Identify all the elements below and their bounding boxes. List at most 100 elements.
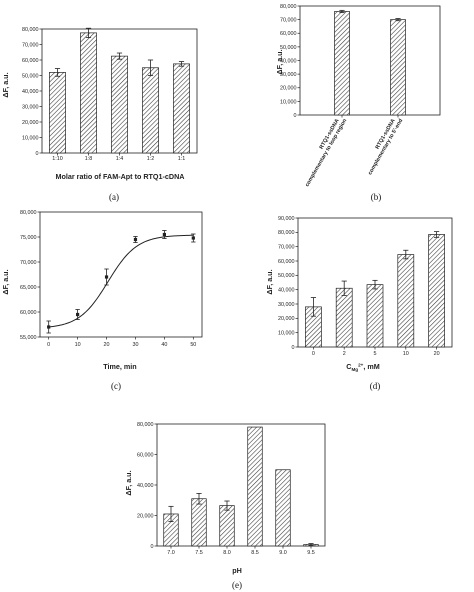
bar-7.5 — [191, 498, 207, 547]
chart-c-x-axis-label: Time, min — [103, 362, 136, 371]
chart-d-x-axis-label-prefix: C — [346, 362, 351, 371]
bar-20 — [428, 234, 445, 348]
x-tick-label: 50 — [190, 342, 196, 348]
bar-1:1 — [173, 63, 190, 154]
chart-d: ΔF, a.u. CMg2+, mM (d) 0 10,000 20,000 30,0… — [265, 216, 453, 391]
y-tick-label: 60,000 — [278, 259, 295, 265]
data-point — [162, 232, 166, 237]
y-tick-label: 30,000 — [22, 104, 39, 110]
data-point — [76, 312, 80, 317]
y-tick-label: 90,000 — [278, 216, 295, 222]
x-tick-label: 7.0 — [167, 550, 175, 556]
x-tick-label: 0 — [312, 351, 315, 357]
x-tick-label: 7.5 — [195, 550, 203, 556]
chart-a-x-axis-label: Molar ratio of FAM-Apt to RTQ1-cDNA — [56, 172, 185, 181]
chart-d-x-axis-label-sup: 2+ — [358, 363, 364, 368]
x-tick-label: 2 — [343, 351, 346, 357]
chart-a-y-axis-label: ΔF, a.u. — [1, 72, 10, 97]
y-tick-label: 0 — [36, 151, 39, 157]
bar-RTQ1-ssDNA complementary to loop region — [334, 11, 350, 116]
y-tick-label: 65,000 — [20, 285, 37, 291]
x-tick-label: 1:4 — [116, 156, 124, 162]
y-tick-label: 70,000 — [20, 260, 37, 266]
y-tick-label: 60,000 — [137, 452, 154, 458]
chart-e-x-axis-label: pH — [232, 566, 242, 575]
bar-1:8 — [80, 32, 97, 154]
y-tick-label: 0 — [151, 544, 154, 550]
y-tick-label: 40,000 — [280, 58, 297, 64]
x-tick-label: 30 — [132, 342, 138, 348]
y-tick-label: 55,000 — [20, 335, 37, 341]
bar-9.0 — [275, 469, 291, 547]
chart-d-y-axis-label: ΔF, a.u. — [265, 269, 274, 294]
y-tick-label: 20,000 — [137, 513, 154, 519]
bar-5 — [366, 284, 384, 348]
chart-c: ΔF, a.u. Time, min (c) 55,000 60,000 65,00… — [1, 210, 203, 391]
chart-2-plot-frame — [39, 211, 203, 338]
y-tick-label: 10,000 — [280, 99, 297, 105]
bar-8.5 — [247, 426, 263, 547]
y-tick-label: 80,000 — [20, 210, 37, 216]
x-tick-label: 20 — [104, 342, 110, 348]
y-tick-label: 60,000 — [280, 31, 297, 37]
chart-e: ΔF, a.u. pH (e) 0 20,000 40,000 60,000 80,00… — [124, 422, 326, 590]
y-tick-label: 80,000 — [278, 230, 295, 236]
y-tick-label: 20,000 — [280, 86, 297, 92]
y-tick-label: 75,000 — [20, 235, 37, 241]
bar-1:2 — [142, 67, 159, 154]
chart-d-x-axis-label-suffix: , mM — [363, 362, 379, 371]
x-tick-label: 8.0 — [223, 550, 231, 556]
y-tick-label: 10,000 — [278, 331, 295, 337]
y-tick-label: 10,000 — [22, 135, 39, 141]
chart-b-y-axis-label: ΔF, a.u. — [275, 49, 284, 74]
chart-4-plot-frame — [156, 423, 326, 547]
x-tick-label: 0 — [47, 342, 50, 348]
chart-d-x-axis-label-sub: Mg — [351, 367, 358, 372]
bar-10 — [397, 254, 415, 348]
y-tick-label: 40,000 — [278, 288, 295, 294]
data-point — [104, 275, 109, 279]
chart-d-x-axis-label: CMg2+, mM — [346, 362, 379, 372]
x-tick-label: 9.5 — [307, 550, 315, 556]
y-tick-label: 70,000 — [22, 42, 39, 48]
x-tick-label: 20 — [434, 351, 440, 357]
x-tick-label: 10 — [403, 351, 409, 357]
y-tick-label: 70,000 — [278, 245, 295, 251]
y-tick-label: 50,000 — [280, 45, 297, 51]
y-tick-label: 30,000 — [278, 302, 295, 308]
y-tick-label: 80,000 — [280, 4, 297, 10]
x-tick-label: 40 — [161, 342, 167, 348]
y-tick-label: 80,000 — [137, 422, 154, 428]
chart-b-panel-label: (b) — [371, 192, 382, 202]
data-point — [133, 237, 138, 242]
x-tick-label: 1:10 — [52, 156, 63, 162]
chart-e-y-axis-label: ΔF, a.u. — [124, 470, 133, 495]
chart-d-panel-label: (d) — [370, 381, 381, 391]
y-tick-label: 50,000 — [22, 73, 39, 79]
data-point — [47, 325, 51, 329]
chart-e-panel-label: (e) — [232, 580, 242, 590]
y-tick-label: 40,000 — [22, 89, 39, 95]
y-tick-label: 0 — [294, 113, 297, 119]
x-tick-label: 1:8 — [85, 156, 93, 162]
chart-a: ΔF, a.u. Molar ratio of FAM-Apt to RTQ1-… — [1, 27, 198, 202]
y-tick-label: 70,000 — [280, 18, 297, 24]
y-tick-label: 40,000 — [137, 483, 154, 489]
x-tick-label: 10 — [75, 342, 81, 348]
y-tick-label: 50,000 — [278, 273, 295, 279]
y-tick-label: 60,000 — [20, 310, 37, 316]
x-tick-label: 1:2 — [147, 156, 155, 162]
bar-1:4 — [111, 55, 128, 154]
chart-1-plot-frame — [299, 5, 441, 116]
x-tick-label: 1:1 — [178, 156, 186, 162]
chart-b: ΔF, a.u. (b) 0 10,000 20,000 30,000 40,000 50… — [275, 4, 441, 202]
chart-a-panel-label: (a) — [109, 192, 119, 202]
y-tick-label: 60,000 — [22, 58, 39, 64]
y-tick-label: 0 — [292, 345, 295, 351]
bar-2 — [335, 287, 353, 348]
data-point — [191, 236, 195, 240]
x-tick-label: complementary to loop region — [304, 118, 348, 188]
chart-c-y-axis-label: ΔF, a.u. — [1, 269, 10, 294]
x-tick-label: 8.5 — [251, 550, 259, 556]
